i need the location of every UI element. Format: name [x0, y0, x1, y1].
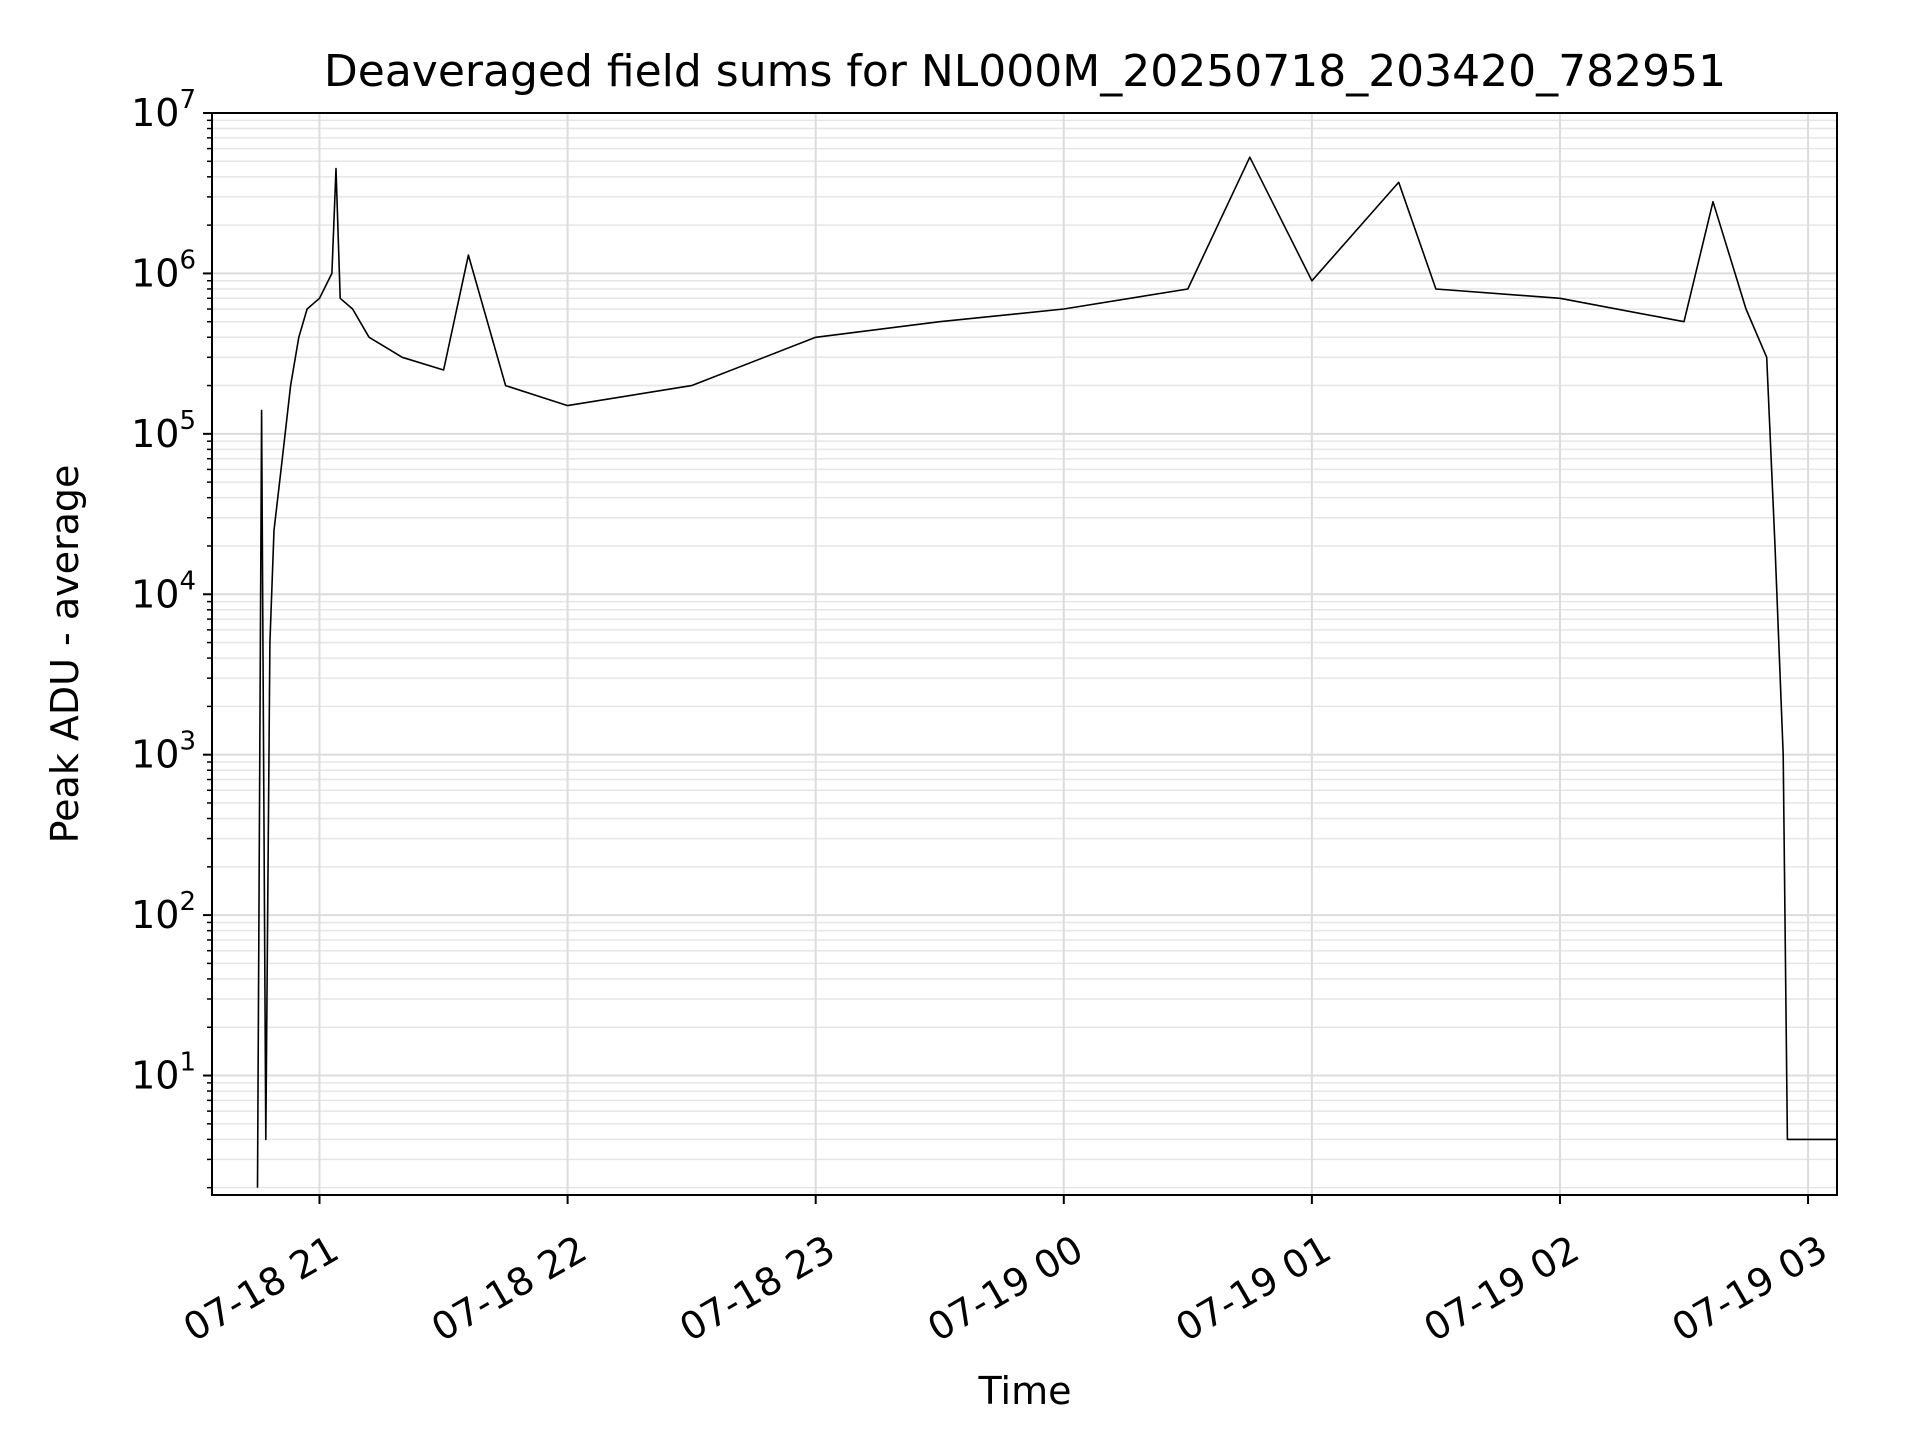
x-axis-label: Time	[978, 1369, 1072, 1413]
y-tick-label: 104	[131, 566, 196, 616]
axis-ticks: 101 102 103 104 105 106 107 07-18 21 07-18 22 07-…	[131, 85, 1834, 1350]
y-tick-label: 101	[131, 1048, 196, 1098]
y-tick-label: 103	[131, 727, 196, 777]
y-axis-label: Peak ADU - average	[43, 465, 87, 844]
chart-title: Deaveraged field sums for NL000M_2025071…	[324, 46, 1726, 97]
x-tick-label: 07-18 22	[424, 1227, 594, 1351]
x-tick-label: 07-18 21	[176, 1227, 346, 1351]
x-tick-label: 07-18 23	[672, 1227, 842, 1351]
gridlines	[212, 112, 1837, 1195]
series-line	[256, 156, 1837, 1188]
x-tick-label: 07-19 00	[920, 1227, 1090, 1351]
y-tick-label: 105	[131, 406, 196, 456]
x-tick-label: 07-19 03	[1665, 1227, 1835, 1351]
x-tick-label: 07-19 01	[1168, 1227, 1338, 1351]
y-tick-label: 107	[131, 85, 196, 135]
plot-area	[256, 156, 1837, 1188]
x-tick-label: 07-19 02	[1416, 1227, 1586, 1351]
plot-frame	[211, 112, 1838, 1196]
y-tick-label: 102	[131, 887, 196, 937]
y-tick-label: 106	[131, 245, 196, 295]
